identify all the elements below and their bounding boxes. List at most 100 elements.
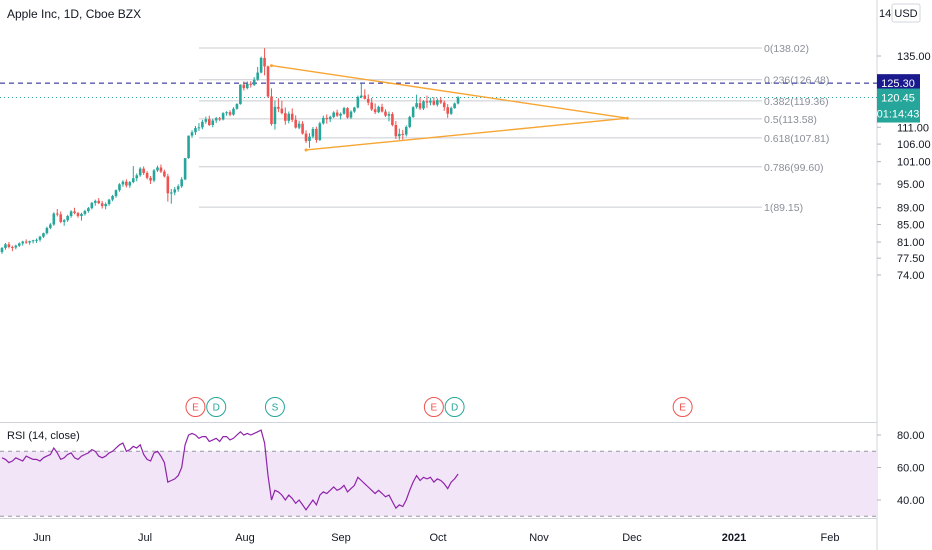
candle-55 [190, 130, 194, 138]
candle-14 [49, 223, 52, 230]
triangle-pattern[interactable] [269, 64, 629, 152]
candles [0, 48, 460, 254]
candle-body-69 [239, 84, 242, 105]
time-tick-8: Feb [821, 532, 840, 544]
rsi-tick-2: 40.00 [897, 495, 925, 507]
rsi-tick-1: 60.00 [897, 463, 925, 475]
candle-42 [145, 171, 149, 180]
fib-retracement[interactable]: 0(138.02) 0.236(126.48) 0.382(119.36) 0.5(1… [198, 43, 829, 214]
candle-body-129 [446, 107, 449, 114]
candle-body-81 [280, 108, 284, 114]
candle-body-126 [436, 100, 439, 105]
top-tick-partial: 14 [879, 8, 891, 20]
candle-41 [142, 166, 145, 175]
candle-body-62 [214, 118, 218, 121]
candle-body-103 [356, 97, 360, 108]
candle-9 [31, 239, 35, 244]
candle-body-98 [339, 113, 342, 116]
candle-body-25 [87, 208, 90, 212]
event-earnings-3[interactable]: E [423, 397, 444, 417]
price-tick-7: 95.00 [897, 179, 925, 191]
candle-17 [59, 211, 63, 224]
candle-36 [125, 179, 128, 188]
candle-body-60 [208, 119, 211, 126]
event-dividend-1[interactable]: D [206, 397, 227, 417]
candle-body-110 [380, 106, 384, 112]
rsi-tick-0: 80.00 [897, 430, 925, 442]
candle-body-40 [138, 168, 142, 176]
candle-body-28 [97, 200, 101, 204]
event-circle-5 [672, 397, 693, 417]
candle-body-6 [21, 241, 25, 244]
candle-49 [169, 188, 173, 204]
candle-body-46 [159, 167, 163, 172]
candle-53 [183, 158, 187, 181]
candle-10 [35, 238, 38, 243]
price-tick-4: 111.00 [897, 122, 929, 134]
time-tick-4: Oct [429, 532, 446, 544]
currency-badge[interactable]: 14 USD [879, 3, 921, 23]
candle-body-36 [125, 181, 128, 186]
candle-body-51 [176, 186, 180, 190]
candle-16 [55, 208, 59, 217]
rsi-title[interactable]: RSI (14, close) [7, 430, 80, 442]
candle-body-24 [83, 211, 87, 214]
candle-body-127 [439, 100, 443, 103]
candle-57 [197, 123, 201, 131]
candle-body-52 [180, 179, 183, 187]
candle-45 [156, 165, 159, 172]
symbol-title[interactable]: Apple Inc, 1D, Cboe BZX [7, 7, 141, 21]
candle-body-31 [107, 199, 111, 205]
event-earnings-5[interactable]: E [672, 397, 693, 417]
candle-87 [301, 121, 304, 135]
candle-body-66 [228, 112, 232, 115]
candle-body-1 [4, 244, 7, 248]
event-earnings-0[interactable]: E [185, 397, 206, 417]
price-tick-6: 101.00 [897, 157, 931, 169]
candle-101 [349, 110, 353, 119]
candle-77 [266, 65, 270, 98]
candle-74 [256, 66, 259, 81]
candle-123 [425, 95, 429, 108]
candle-33 [114, 189, 118, 198]
candle-body-76 [263, 57, 266, 67]
price-tick-11: 77.50 [897, 253, 925, 265]
rsi-axis[interactable]: 80.00 60.00 40.00 [877, 430, 925, 507]
candle-90 [311, 126, 315, 139]
candle-body-43 [149, 177, 152, 181]
candle-2 [7, 242, 11, 249]
candle-65 [225, 111, 228, 116]
event-split-2[interactable]: S [264, 397, 285, 417]
candle-body-106 [366, 98, 370, 103]
candle-body-0 [0, 247, 4, 253]
candle-100 [346, 107, 349, 119]
candle-22 [76, 211, 80, 218]
candle-115 [398, 128, 401, 140]
candle-body-128 [442, 102, 446, 108]
candle-96 [332, 111, 335, 119]
candle-85 [294, 115, 297, 129]
time-axis[interactable]: Jun Jul Aug Sep Oct Nov Dec 2021 Feb [33, 532, 839, 544]
price-tick-8: 89.00 [897, 203, 925, 215]
candle-body-54 [187, 135, 190, 159]
candle-80 [277, 98, 280, 113]
currency-badge-box [891, 3, 921, 23]
price-axis[interactable]: 135.00 111.00 106.00 101.00 95.00 89.00 85.00 8… [877, 51, 931, 282]
candle-body-100 [346, 108, 349, 118]
price-tick-12: 74.00 [897, 270, 925, 282]
fib-label-6: 1(89.15) [764, 202, 803, 214]
candle-8 [28, 240, 31, 245]
fib-label-4: 0.618(107.81) [764, 133, 829, 145]
candle-body-34 [118, 184, 121, 191]
candle-128 [442, 100, 446, 111]
candle-body-118 [408, 116, 411, 127]
candle-73 [252, 77, 256, 87]
candle-37 [128, 180, 132, 188]
candle-67 [232, 107, 235, 116]
event-dividend-4[interactable]: D [444, 397, 465, 417]
candle-98 [339, 112, 342, 120]
candle-20 [69, 210, 73, 218]
